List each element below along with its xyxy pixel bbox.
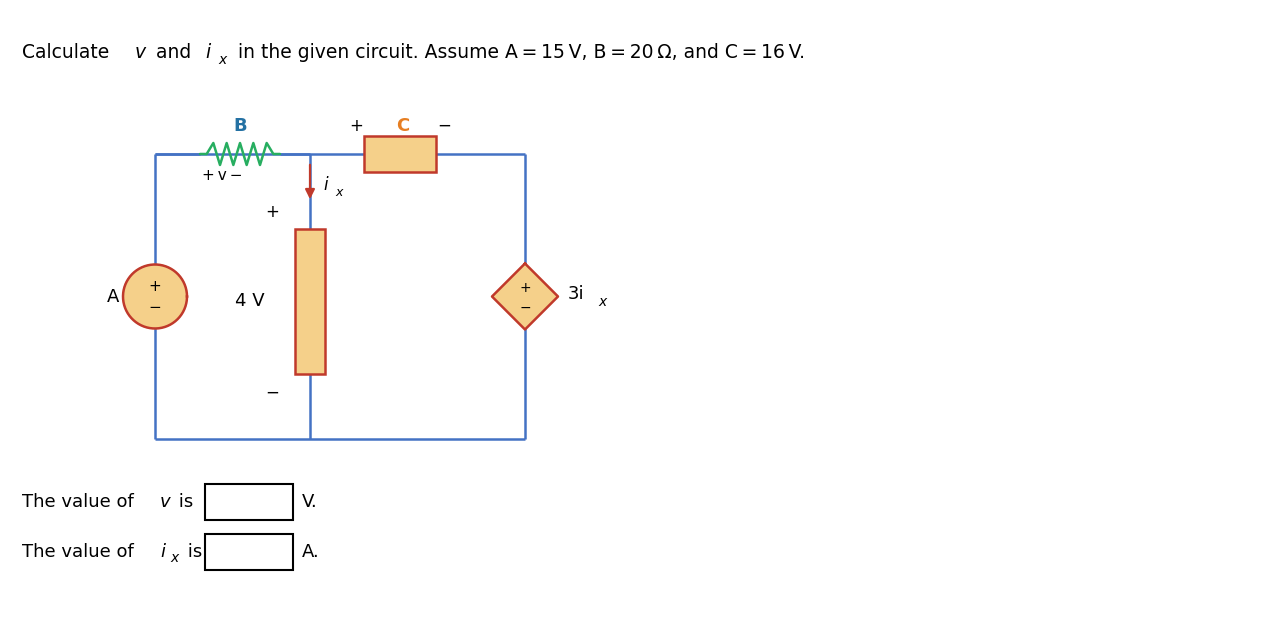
Polygon shape [492, 263, 557, 329]
Text: −: − [437, 117, 451, 135]
Text: +: + [265, 203, 279, 221]
Text: +: + [349, 117, 363, 135]
Text: i: i [324, 176, 327, 194]
Bar [205, 484, 293, 520]
Text: +: + [149, 279, 162, 294]
Text: −: − [520, 301, 531, 314]
Text: x: x [169, 551, 178, 565]
Text: x: x [217, 53, 226, 67]
Bar [295, 229, 325, 374]
Text: i: i [205, 42, 210, 62]
Text: A: A [107, 288, 119, 306]
Text: x: x [335, 185, 343, 198]
Text: A.: A. [302, 543, 320, 561]
Text: Calculate: Calculate [21, 42, 115, 62]
Text: −: − [149, 300, 162, 315]
Text: C: C [396, 117, 410, 135]
Text: v: v [161, 493, 171, 511]
Bar [205, 534, 293, 570]
Text: B: B [233, 117, 246, 135]
Text: −: − [265, 384, 279, 402]
Text: The value of: The value of [21, 493, 139, 511]
Text: V.: V. [302, 493, 317, 511]
Text: + v −: + v − [202, 168, 243, 183]
Text: is: is [173, 493, 193, 511]
Polygon shape [123, 265, 187, 328]
Text: 4 V: 4 V [235, 293, 265, 311]
Text: x: x [598, 295, 607, 308]
Text: +: + [520, 281, 531, 295]
Text: The value of: The value of [21, 543, 139, 561]
Text: i: i [161, 543, 166, 561]
Text: 3i: 3i [568, 285, 585, 303]
Text: v: v [135, 42, 147, 62]
Text: is: is [182, 543, 202, 561]
Text: and: and [150, 42, 197, 62]
Text: in the given circuit. Assume A = 15 V, B = 20 Ω, and C = 16 V.: in the given circuit. Assume A = 15 V, B… [233, 42, 805, 62]
Bar [364, 136, 436, 172]
